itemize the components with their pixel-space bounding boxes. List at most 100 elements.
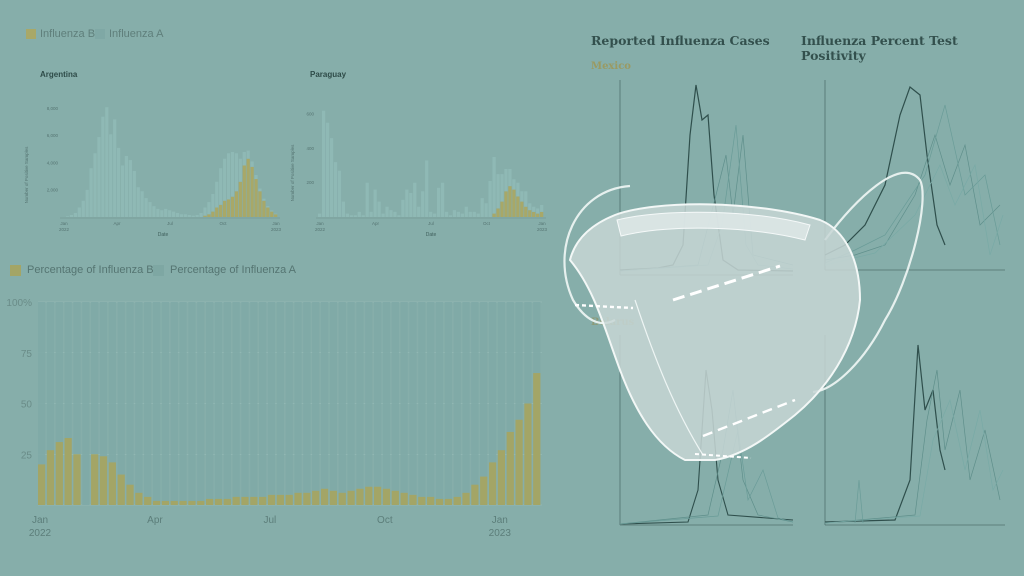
arg-bar-a [215,181,219,208]
par-bar-a [377,201,381,217]
pct-bar-b [374,486,382,505]
pct-bar-b [108,462,116,505]
par-x-tick-year: 2023 [537,227,548,232]
arg-bar-b [207,214,211,217]
arg-bar-a [128,160,132,217]
paraguay-chart-title: Paraguay [310,70,347,79]
par-bar-a [444,211,449,217]
mexico-positivity-line-4 [824,163,1004,266]
percentage-b-swatch [10,264,21,276]
par-bar-a [429,211,433,217]
arg-bar-a [113,119,117,217]
par-bar-a [440,182,445,217]
par-bar-a [341,201,346,217]
arg-bar-a [152,206,156,217]
pct-bar-a [347,302,355,491]
pct-bar-a [338,302,346,493]
pct-bar-a [267,302,276,495]
par-bar-a [349,215,353,217]
par-bar-a [504,169,508,192]
par-bar-a [409,193,413,217]
legend-percentage-b-label: Percentage of Influenza B [27,264,154,276]
arg-bar-a [171,211,176,217]
arg-x-tick-year: 2023 [271,227,282,232]
arg-x-tick: Apr [113,221,121,226]
par-x-tick: Jan [316,221,324,226]
arg-bar-b [203,215,207,217]
pct-bar-a [391,302,399,491]
mexico-positivity-line-2 [824,133,1001,261]
pct-bar-b [391,490,399,505]
par-bar-a [536,208,540,214]
influenza-a-swatch [95,29,105,39]
mexico-positivity-line-3 [824,104,1001,264]
pct-bar-a [294,302,302,493]
par-bar-a [464,206,468,217]
par-bar-a [456,211,461,217]
pct-y-tick: 100% [6,298,32,309]
arg-bar-a [226,153,231,200]
pct-bar-a [152,302,161,501]
arg-bar-a [144,198,148,217]
legend-percentage-a-label: Percentage of Influenza A [170,264,296,276]
pct-bar-b [524,403,532,505]
par-bar-a [492,157,496,214]
pct-bar-a [497,302,506,451]
pct-bar-a [161,302,170,501]
arg-bar-a [97,137,101,217]
pct-bar-a [250,302,258,497]
pct-bar-a [55,302,63,443]
pct-y-tick: 25 [21,450,33,461]
pct-bar-b [117,474,125,505]
par-x-tick: Oct [483,221,491,226]
pct-bar-b [320,488,329,505]
pct-bar-a [320,302,329,489]
par-bar-a [436,187,441,217]
par-y-tick: 200 [306,180,314,185]
pct-bar-b [38,464,46,505]
par-bar-a [484,203,488,217]
mexico-positivity-line [824,86,946,256]
arg-bar-a [81,200,85,217]
arg-bar-a [124,156,129,217]
pct-bar-b [267,494,276,505]
pct-bar-a [285,302,293,495]
par-bar-a [480,198,484,217]
mask-seam-upper [672,264,781,302]
par-bar-a [460,213,464,217]
par-x-tick: Jul [428,221,434,226]
par-bar-a [397,215,401,217]
pct-bar-a [46,302,55,451]
pct-bar-a [418,302,426,497]
pct-bar-b [400,492,408,505]
legend-influenza-b-label: Influenza B [40,28,96,40]
pct-bar-a [400,302,408,493]
pct-bar-a [382,302,391,489]
arg-x-tick: Jul [167,221,173,226]
pct-bar-b [232,496,240,505]
pct-bar-b [73,454,81,505]
pct-bar-b [294,492,302,505]
mask-ear-loop-right [812,171,924,394]
pct-bar-a [179,302,187,501]
arg-bar-a [270,210,274,212]
arg-bar-a [120,165,125,217]
arg-bar-b [250,166,254,217]
par-bar-a [361,215,365,217]
legend-influenza-a-label: Influenza A [109,28,164,40]
par-bar-a [345,213,350,217]
percentage-a-swatch [153,264,164,276]
par-x-tick: Jan [538,221,546,226]
mask-ear-loop-left [563,184,631,325]
pct-bar-b [356,488,364,505]
pct-bar-a [435,302,444,499]
pct-bar-a [188,302,196,501]
pct-bar-a [214,302,223,499]
arg-bar-b [211,211,215,217]
pct-bar-b [444,498,452,505]
belarus-positivity-line [824,344,946,523]
legend-influenza-b: Influenza B [26,28,95,40]
pct-x-tick: Jan [32,515,48,526]
arg-bar-a [132,170,136,217]
pct-bar-a [126,302,134,485]
